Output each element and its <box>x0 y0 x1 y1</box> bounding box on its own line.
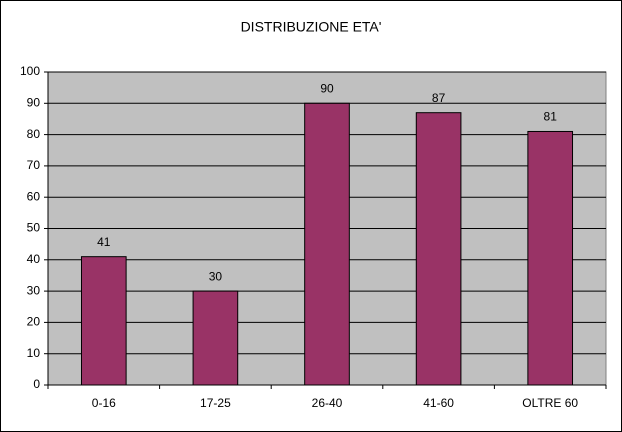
y-tick-label: 90 <box>27 95 41 109</box>
bar <box>527 130 574 386</box>
bar <box>415 112 462 386</box>
y-tick-label: 100 <box>20 64 40 78</box>
chart-title: DISTRIBUZIONE ETA' <box>241 19 382 35</box>
y-tick-label: 80 <box>27 127 41 141</box>
x-tick-label: 26-40 <box>312 396 343 410</box>
x-tick-label: OLTRE 60 <box>522 396 578 410</box>
data-label: 30 <box>209 269 223 283</box>
data-label: 90 <box>320 81 334 95</box>
bar <box>192 290 239 386</box>
y-tick-label: 0 <box>33 377 40 391</box>
data-label: 87 <box>432 91 446 105</box>
x-tick-label: 0-16 <box>92 396 116 410</box>
y-tick-label: 60 <box>27 189 41 203</box>
data-label: 41 <box>97 235 111 249</box>
y-tick-label: 50 <box>27 221 41 235</box>
y-tick-label: 20 <box>27 315 41 329</box>
bar <box>304 102 350 386</box>
x-tick-label: 17-25 <box>200 396 231 410</box>
data-label: 81 <box>544 110 558 124</box>
y-tick-label: 30 <box>27 283 41 297</box>
bar <box>80 256 127 386</box>
x-tick-label: 41-60 <box>423 396 454 410</box>
y-tick-label: 10 <box>27 346 41 360</box>
y-tick-label: 70 <box>27 158 41 172</box>
y-tick-label: 40 <box>27 252 41 266</box>
